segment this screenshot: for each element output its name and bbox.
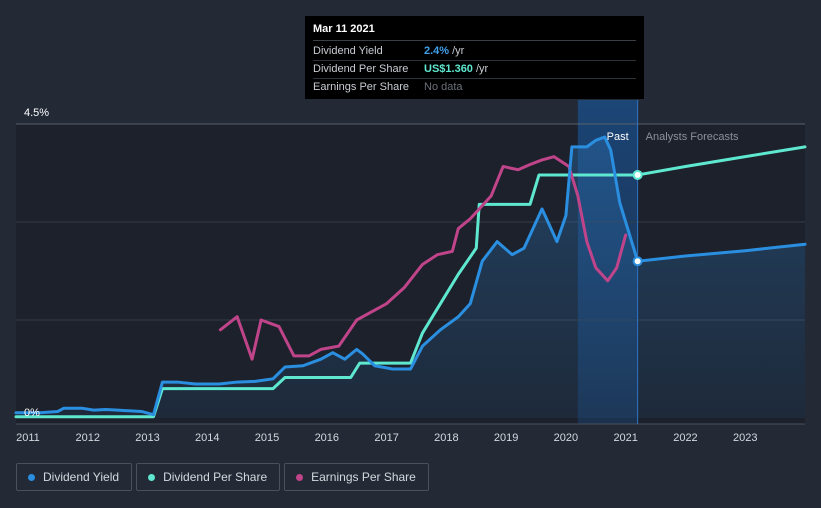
past-label: Past <box>607 131 629 143</box>
marker-dividend-yield <box>632 256 643 267</box>
x-tick-label: 2021 <box>613 432 637 444</box>
legend-label: Earnings Per Share <box>311 470 416 484</box>
x-tick-label: 2013 <box>135 432 159 444</box>
y-tick-label-top: 4.5% <box>24 107 49 119</box>
x-tick-label: 2014 <box>195 432 219 444</box>
x-tick-label: 2016 <box>315 432 339 444</box>
marker-dividend-per-share <box>632 169 643 180</box>
legend-item-dividend-per-share[interactable]: Dividend Per Share <box>136 463 281 491</box>
tooltip-unit: /yr <box>475 63 489 75</box>
legend-dot-icon <box>28 473 35 481</box>
tooltip-unit: /yr <box>452 45 465 57</box>
tooltip-date: Mar 11 2021 <box>313 23 636 41</box>
x-tick-label: 2015 <box>255 432 279 444</box>
tooltip-row-earnings-per-share: Earnings Per Share No data <box>313 79 636 96</box>
x-tick-label: 2018 <box>434 432 458 444</box>
legend-dot-icon <box>296 473 304 481</box>
tooltip-row-dividend-yield: Dividend Yield 2.4% /yr <box>313 43 636 61</box>
tooltip-value: 2.4% <box>424 45 450 57</box>
x-tick-label: 2012 <box>75 432 99 444</box>
series-line-earnings-per-share <box>218 155 628 361</box>
tooltip-label: Dividend Per Share <box>313 63 409 75</box>
dividend-yield-area <box>16 137 805 419</box>
x-tick-label: 2011 <box>16 432 40 444</box>
legend-label: Dividend Yield <box>43 470 120 484</box>
legend: Dividend Yield Dividend Per Share Earnin… <box>16 463 433 491</box>
legend-dot-icon <box>148 473 156 481</box>
x-tick-label: 2022 <box>673 432 697 444</box>
legend-item-earnings-per-share[interactable]: Earnings Per Share <box>284 463 429 491</box>
x-tick-label: 2020 <box>554 432 578 444</box>
x-tick-label: 2023 <box>733 432 757 444</box>
x-tick-label: 2019 <box>494 432 518 444</box>
tooltip-value: No data <box>424 81 463 93</box>
legend-item-dividend-yield[interactable]: Dividend Yield <box>16 463 133 491</box>
tooltip-row-dividend-per-share: Dividend Per Share US$1.360 /yr <box>313 61 636 79</box>
series-line-dividend-yield <box>14 135 807 417</box>
tooltip: Mar 11 2021 Dividend Yield 2.4% /yr Divi… <box>305 16 644 99</box>
tooltip-value: US$1.360 <box>424 63 473 75</box>
analysts-forecasts-label: Analysts Forecasts <box>646 131 739 143</box>
tooltip-label: Dividend Yield <box>313 45 383 57</box>
x-tick-label: 2017 <box>374 432 398 444</box>
legend-label: Dividend Per Share <box>163 470 268 484</box>
tooltip-label: Earnings Per Share <box>313 81 409 93</box>
y-tick-label-bottom: 0% <box>24 407 40 419</box>
